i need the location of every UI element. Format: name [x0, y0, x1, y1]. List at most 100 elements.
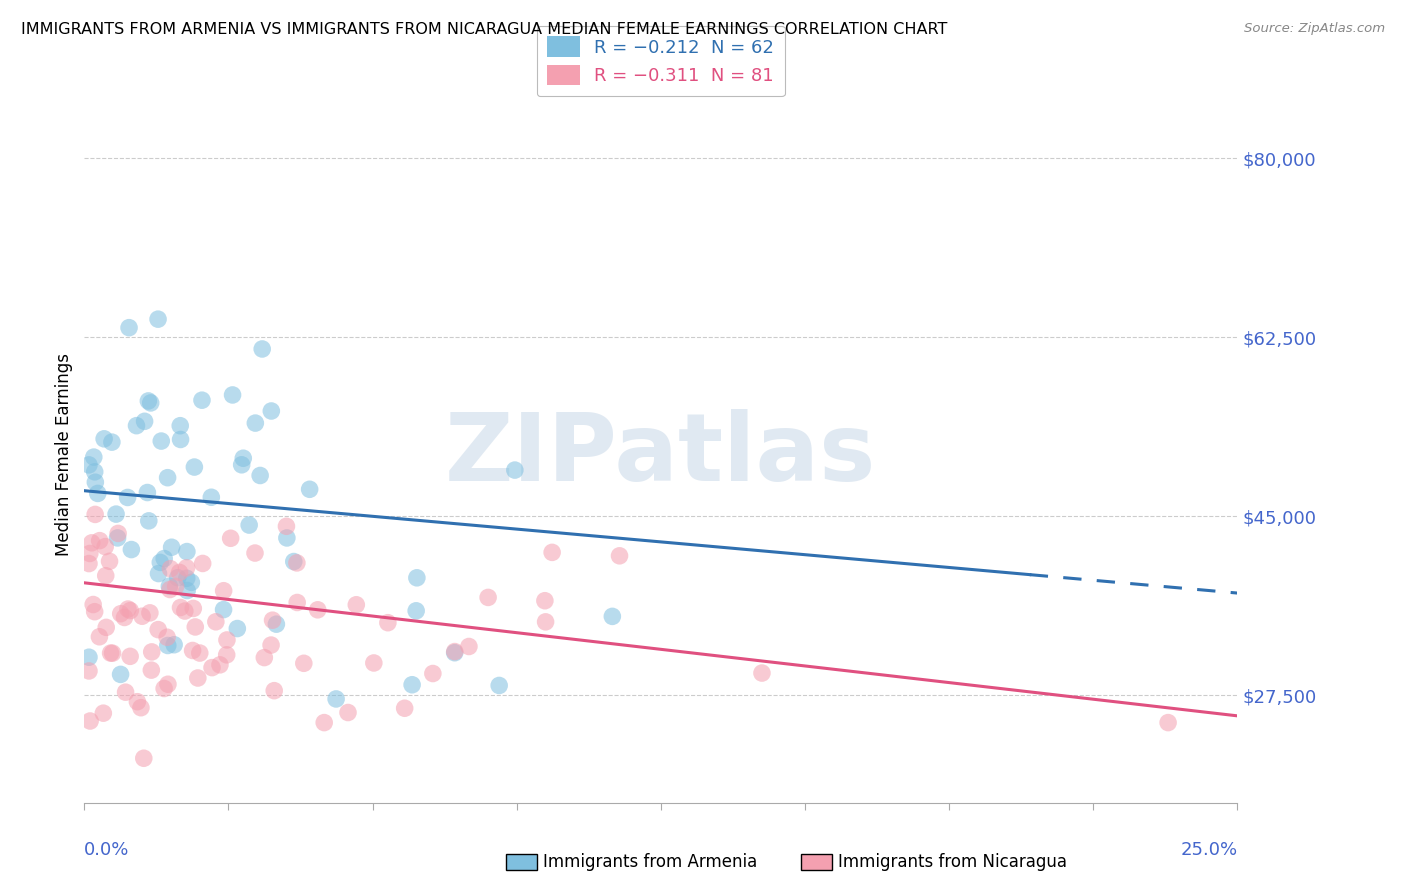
Point	[262, 613, 284, 627]
Point	[1157, 715, 1180, 730]
Point	[77, 557, 100, 571]
Point	[110, 667, 132, 681]
Point	[83, 465, 105, 479]
Point	[159, 562, 181, 576]
Point	[148, 566, 170, 581]
Text: ZIPatlas: ZIPatlas	[446, 409, 876, 501]
Text: 25.0%: 25.0%	[1180, 841, 1237, 859]
Point	[149, 556, 172, 570]
Point	[166, 571, 188, 585]
Point	[232, 451, 254, 466]
Point	[79, 547, 101, 561]
Point	[285, 595, 308, 609]
Point	[405, 604, 427, 618]
Point	[298, 483, 321, 497]
Point	[77, 458, 100, 472]
Point	[131, 609, 153, 624]
Point	[534, 615, 557, 629]
Point	[84, 508, 107, 522]
Point	[477, 591, 499, 605]
Point	[118, 320, 141, 334]
Point	[146, 623, 169, 637]
Point	[221, 388, 243, 402]
Point	[132, 751, 155, 765]
Point	[176, 544, 198, 558]
Point	[98, 554, 121, 568]
Point	[96, 620, 118, 634]
Point	[156, 639, 179, 653]
Point	[125, 418, 148, 433]
Point	[101, 435, 124, 450]
Point	[117, 602, 139, 616]
Point	[188, 646, 211, 660]
Point	[134, 414, 156, 428]
Point	[212, 602, 235, 616]
Point	[120, 649, 142, 664]
Point	[160, 541, 183, 555]
Point	[276, 531, 298, 545]
Point	[314, 715, 336, 730]
Text: Immigrants from Armenia: Immigrants from Armenia	[543, 853, 756, 871]
Point	[276, 519, 298, 533]
Point	[150, 434, 173, 448]
Point	[200, 490, 222, 504]
Point	[184, 620, 207, 634]
Point	[205, 615, 228, 629]
Point	[120, 604, 142, 618]
Point	[105, 507, 128, 521]
Text: IMMIGRANTS FROM ARMENIA VS IMMIGRANTS FROM NICARAGUA MEDIAN FEMALE EARNINGS CORR: IMMIGRANTS FROM ARMENIA VS IMMIGRANTS FR…	[21, 22, 948, 37]
Point	[100, 646, 122, 660]
Point	[114, 610, 136, 624]
Point	[180, 575, 202, 590]
Point	[94, 540, 117, 554]
Point	[263, 683, 285, 698]
Point	[169, 566, 191, 580]
Point	[212, 583, 235, 598]
Point	[114, 685, 136, 699]
Point	[219, 531, 242, 545]
Point	[163, 638, 186, 652]
Point	[191, 557, 214, 571]
Point	[183, 460, 205, 475]
Point	[541, 545, 564, 559]
Point	[181, 601, 204, 615]
Point	[79, 714, 101, 728]
Point	[503, 463, 526, 477]
Point	[153, 681, 176, 696]
Point	[176, 583, 198, 598]
Point	[337, 706, 360, 720]
Point	[215, 648, 238, 662]
Point	[325, 692, 347, 706]
Point	[93, 432, 115, 446]
Point	[146, 312, 169, 326]
Point	[156, 677, 179, 691]
Point	[243, 546, 266, 560]
Point	[82, 598, 104, 612]
Point	[83, 450, 105, 464]
Point	[443, 646, 465, 660]
Text: Source: ZipAtlas.com: Source: ZipAtlas.com	[1244, 22, 1385, 36]
Point	[169, 418, 191, 433]
Point	[136, 485, 159, 500]
Point	[139, 396, 162, 410]
Point	[260, 638, 283, 652]
Point	[226, 622, 249, 636]
Point	[181, 643, 204, 657]
Point	[245, 416, 267, 430]
Point	[215, 632, 238, 647]
Point	[405, 571, 427, 585]
Point	[129, 700, 152, 714]
Point	[208, 657, 231, 672]
Point	[89, 630, 111, 644]
Point	[159, 582, 181, 597]
Point	[488, 678, 510, 692]
Point	[107, 526, 129, 541]
Point	[84, 475, 107, 490]
Point	[127, 695, 149, 709]
Point	[363, 656, 385, 670]
Point	[751, 666, 773, 681]
Point	[394, 701, 416, 715]
Point	[165, 579, 187, 593]
Point	[422, 666, 444, 681]
Text: 0.0%: 0.0%	[84, 841, 129, 859]
